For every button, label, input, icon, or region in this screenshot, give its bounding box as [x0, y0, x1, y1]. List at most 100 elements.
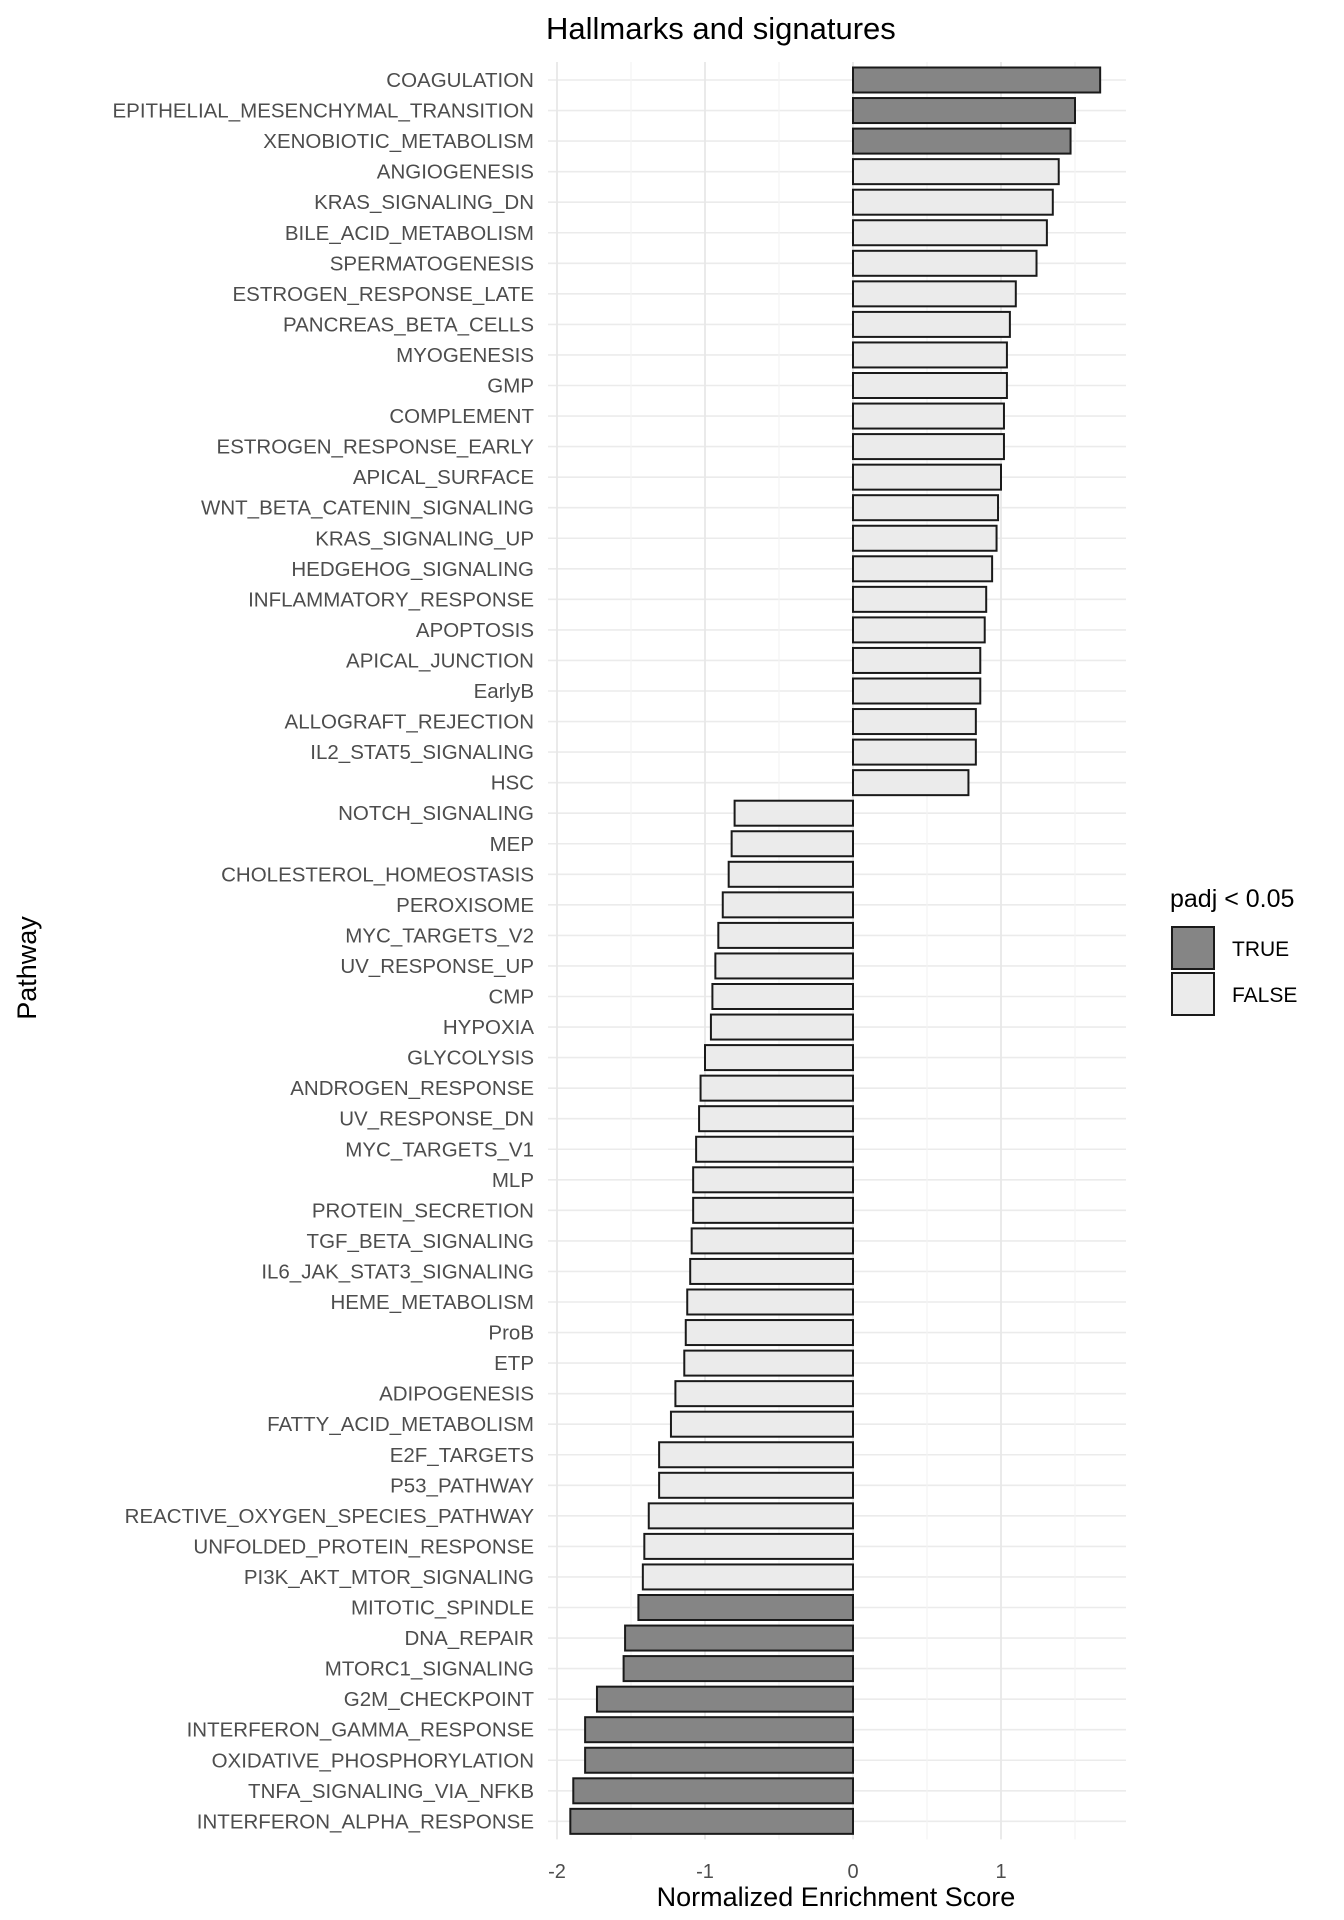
y-tick-label: HSC: [491, 772, 534, 795]
y-tick-label: IL2_STAT5_SIGNALING: [310, 741, 534, 764]
y-tick-labels: COAGULATION EPITHELIAL_MESENCHYMAL_TRANSI…: [113, 69, 535, 1833]
y-tick-label: E2F_TARGETS: [390, 1444, 534, 1467]
y-tick-label: WNT_BETA_CATENIN_SIGNALING: [201, 497, 534, 520]
y-tick-label: XENOBIOTIC_METABOLISM: [263, 130, 534, 153]
bar-epithelial-mesenchymal-transition: [852, 97, 1076, 125]
bar-hedgehog-signaling: [852, 555, 994, 583]
bar-myc-targets-v2: [717, 921, 854, 949]
y-tick-label: KRAS_SIGNALING_UP: [315, 527, 534, 550]
legend-label-true: TRUE: [1232, 938, 1289, 961]
bar-notch-signaling: [733, 799, 854, 827]
bar-prob: [684, 1319, 855, 1347]
bar-il2-stat5-signaling: [852, 738, 977, 766]
y-tick-label: ESTROGEN_RESPONSE_LATE: [232, 283, 534, 306]
legend-swatch-false: [1171, 972, 1215, 1016]
y-tick-label: CHOLESTEROL_HOMEOSTASIS: [221, 863, 534, 886]
y-tick-label: FATTY_ACID_METABOLISM: [267, 1413, 534, 1436]
y-tick-label: PI3K_AKT_MTOR_SIGNALING: [244, 1566, 534, 1589]
y-tick-label: IL6_JAK_STAT3_SIGNALING: [261, 1260, 534, 1283]
bar-kras-signaling-up: [852, 524, 998, 552]
bar-apoptosis: [852, 616, 986, 644]
bar-il6-jak-stat3-signaling: [689, 1257, 855, 1285]
y-tick-label: INTERFERON_GAMMA_RESPONSE: [187, 1719, 534, 1742]
bar-hsc: [852, 769, 970, 797]
bar-p53-pathway: [658, 1471, 854, 1499]
bar-mep: [730, 830, 855, 858]
bar-uv-response-up: [714, 952, 854, 980]
bar-uv-response-dn: [698, 1105, 855, 1133]
y-tick-label: HEDGEHOG_SIGNALING: [291, 558, 534, 581]
bars-layer: [569, 66, 1102, 1835]
x-tick-labels: -2 -1 0 1: [548, 1861, 1006, 1883]
bar-dna-repair: [624, 1624, 855, 1652]
bar-inflammatory-response: [852, 585, 988, 613]
x-axis-title: Normalized Enrichment Score: [657, 1882, 1016, 1912]
bar-estrogen-response-late: [852, 280, 1017, 308]
y-tick-label: APOPTOSIS: [416, 619, 534, 642]
bar-cholesterol-homeostasis: [727, 860, 854, 888]
grid-layer: [548, 62, 1126, 1840]
y-tick-label: ALLOGRAFT_REJECTION: [285, 711, 534, 734]
bar-wnt-beta-catenin-signaling: [852, 494, 1000, 522]
y-tick-label: NOTCH_SIGNALING: [338, 802, 534, 825]
bar-myogenesis: [852, 341, 1008, 369]
bar-pancreas-beta-cells: [852, 310, 1011, 338]
bar-angiogenesis: [852, 158, 1060, 186]
bar-complement: [852, 402, 1005, 430]
y-tick-label: CMP: [488, 986, 534, 1009]
y-tick-label: COAGULATION: [386, 69, 534, 92]
y-tick-label: ESTROGEN_RESPONSE_EARLY: [217, 436, 535, 459]
y-tick-label: MLP: [492, 1169, 534, 1192]
y-tick-label: ETP: [494, 1352, 534, 1375]
y-tick-label: HEME_METABOLISM: [330, 1291, 534, 1314]
bar-kras-signaling-dn: [852, 188, 1054, 216]
legend-swatch-true: [1171, 926, 1215, 970]
bar-reactive-oxygen-species-pathway: [647, 1502, 855, 1530]
bar-bile-acid-metabolism: [852, 219, 1048, 247]
y-tick-label: PANCREAS_BETA_CELLS: [283, 313, 534, 336]
x-tick-label: 0: [847, 1861, 858, 1883]
bar-mitotic-spindle: [637, 1594, 855, 1621]
bar-mtorc1-signaling: [622, 1655, 854, 1683]
y-tick-label: TNFA_SIGNALING_VIA_NFKB: [248, 1780, 534, 1803]
y-tick-label: PEROXISOME: [396, 894, 534, 917]
y-tick-label: APICAL_SURFACE: [353, 466, 534, 489]
y-tick-label: GLYCOLYSIS: [407, 1047, 534, 1070]
bar-interferon-alpha-response: [569, 1807, 854, 1835]
y-tick-label: INFLAMMATORY_RESPONSE: [248, 588, 534, 611]
y-tick-label: ADIPOGENESIS: [379, 1383, 534, 1406]
bar-heme-metabolism: [686, 1288, 854, 1316]
y-tick-label: INTERFERON_ALPHA_RESPONSE: [197, 1810, 534, 1833]
y-tick-label: MITOTIC_SPINDLE: [351, 1597, 534, 1620]
bar-g2m-checkpoint: [595, 1685, 855, 1713]
y-tick-label: UNFOLDED_PROTEIN_RESPONSE: [193, 1535, 534, 1558]
y-tick-label: APICAL_JUNCTION: [346, 649, 534, 672]
y-tick-label: ProB: [488, 1322, 534, 1345]
bar-adipogenesis: [674, 1380, 855, 1408]
bar-coagulation: [852, 66, 1102, 94]
y-tick-label: SPERMATOGENESIS: [330, 252, 534, 275]
y-tick-label: UV_RESPONSE_UP: [340, 955, 534, 978]
bar-etp: [683, 1349, 855, 1377]
bar-oxidative-phosphorylation: [584, 1746, 854, 1774]
bar-apical-surface: [852, 463, 1002, 491]
y-tick-label: KRAS_SIGNALING_DN: [314, 191, 534, 214]
bar-peroxisome: [721, 891, 855, 919]
y-tick-label: GMP: [487, 375, 534, 398]
bar-interferon-gamma-response: [584, 1716, 854, 1744]
y-tick-label: HYPOXIA: [443, 1016, 534, 1039]
y-tick-label: G2M_CHECKPOINT: [344, 1688, 535, 1711]
bar-earlyb: [852, 677, 982, 705]
y-tick-label: UV_RESPONSE_DN: [339, 1108, 534, 1131]
x-tick-label: -1: [696, 1861, 714, 1883]
y-tick-label: REACTIVE_OXYGEN_SPECIES_PATHWAY: [125, 1505, 535, 1528]
y-tick-label: ANGIOGENESIS: [377, 161, 534, 184]
bar-protein-secretion: [692, 1196, 854, 1224]
y-tick-label: EPITHELIAL_MESENCHYMAL_TRANSITION: [113, 100, 535, 123]
y-tick-label: ANDROGEN_RESPONSE: [290, 1077, 534, 1100]
y-tick-label: OXIDATIVE_PHOSPHORYLATION: [212, 1749, 534, 1772]
bar-myc-targets-v1: [695, 1135, 854, 1163]
bar-hypoxia: [709, 1013, 854, 1041]
y-tick-label: MYC_TARGETS_V2: [345, 924, 534, 947]
